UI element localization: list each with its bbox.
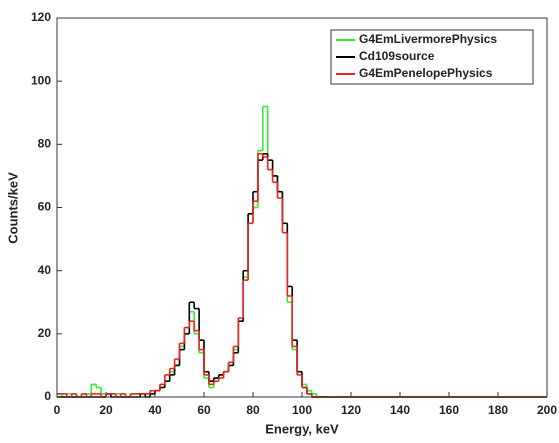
y-tick-label: 120 [31,10,51,24]
series [57,153,547,398]
y-axis-label: Counts/keV [5,172,20,244]
plot-frame [56,17,548,398]
legend-label: G4EmLivermorePhysics [359,32,497,46]
y-tick-label: 100 [31,73,51,87]
x-tick-label: 20 [99,403,113,417]
x-tick-label: 180 [488,403,508,417]
x-tick-label: 160 [439,403,459,417]
legend-box [330,29,534,85]
x-axis-label: Energy, keV [265,421,339,436]
x-tick-label: 200 [537,403,557,417]
y-tick-label: 60 [38,200,52,214]
y-tick-label: 40 [38,263,52,277]
x-tick-label: 0 [54,403,61,417]
x-tick-label: 140 [390,403,410,417]
x-tick-label: 60 [197,403,211,417]
x-tick-label: 100 [292,403,312,417]
x-tick-label: 80 [246,403,260,417]
legend-label: G4EmPenelopePhysics [359,66,493,80]
legend-label: Cd109source [359,49,435,63]
y-tick-label: 20 [38,326,52,340]
x-tick-label: 40 [148,403,162,417]
x-tick-label: 120 [341,403,361,417]
y-tick-label: 80 [38,137,52,151]
y-tick-label: 0 [44,389,51,403]
